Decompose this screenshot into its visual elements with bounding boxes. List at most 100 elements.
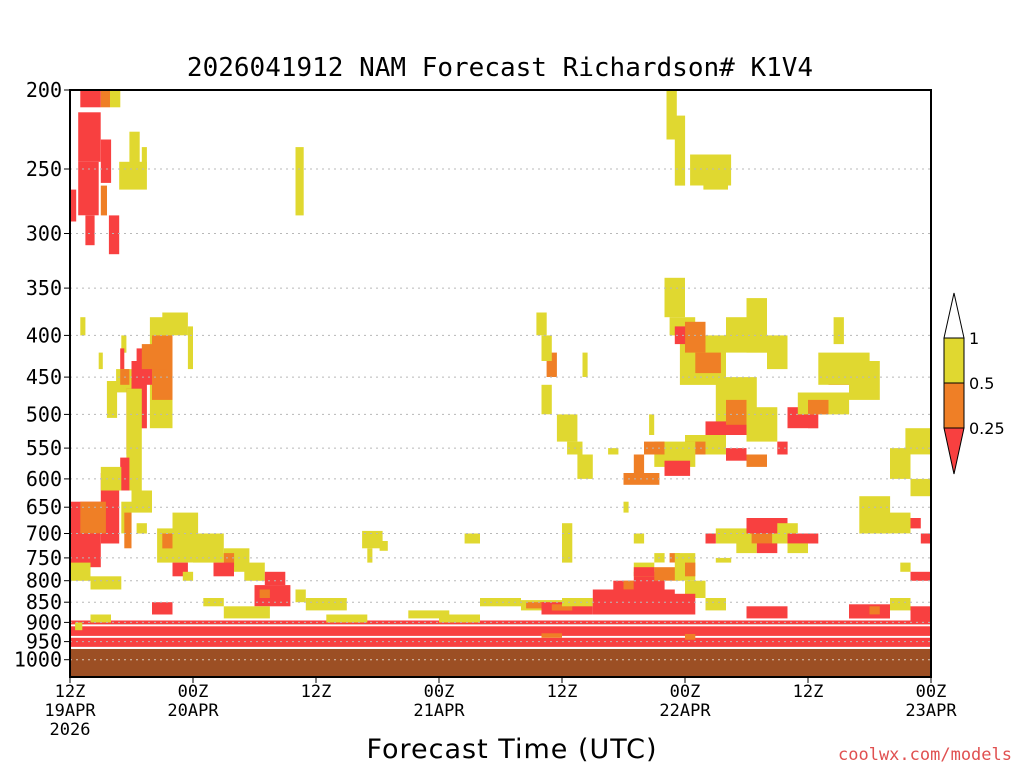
y-tick-label-950: 950 [26,630,62,654]
x-tick-label-3: 00Z [424,682,455,702]
region-mid-72 [623,580,634,590]
region-high-62 [223,606,270,619]
region-mid-1 [100,90,110,108]
region-high-106 [541,384,552,415]
y-tick-label-500: 500 [26,402,62,426]
legend-top-arrow [943,292,965,339]
region-high-105 [577,454,593,479]
region-high-86 [890,598,911,611]
y-tick-label-350: 350 [26,276,62,300]
region-low-152 [910,518,921,529]
region-mid-38 [80,501,106,534]
region-high-27 [187,326,193,370]
region-mid-41 [124,512,132,549]
y-tick-label-300: 300 [26,222,62,246]
y-tick-label-550: 550 [26,436,62,460]
region-high-60 [295,589,306,603]
region-mid-135 [644,473,660,485]
y-tick-label-900: 900 [26,610,62,634]
region-low-128 [726,424,747,435]
region-low-54 [264,571,286,586]
region-high-53 [244,562,265,581]
ground-layer [70,646,931,677]
region-low-63 [152,602,173,615]
y-tick-label-850: 850 [26,590,62,614]
region-high-69 [562,598,593,607]
region-low-167 [910,571,931,581]
legend-label-0-25: 0.25 [969,419,1005,438]
region-high-102 [464,533,480,544]
region-high-93 [439,614,480,623]
ground-fill [70,648,931,677]
region-high-96 [562,523,573,563]
region-high-17 [703,171,728,190]
x-tick-label-5: 00Z [670,682,701,702]
region-high-39 [100,466,122,491]
region-high-20 [121,335,127,353]
x-tick-label-2: 12Z [301,682,332,702]
region-high-123 [767,335,788,370]
region-high-2 [110,90,121,108]
region-low-6 [100,139,112,183]
region-high-110 [582,352,588,377]
x-tick-label-7: 00Z [916,682,947,702]
region-mid-51 [223,553,235,568]
region-low-35 [120,457,130,491]
legend-label-1: 1 [969,329,979,348]
region-low-164 [633,567,655,577]
region-high-146 [833,317,844,345]
region-mid-163 [623,473,644,485]
plot-area [69,89,932,678]
region-mid-132 [644,441,665,455]
region-low-81 [664,593,696,615]
region-high-108 [536,312,547,336]
region-high-14 [666,90,677,140]
region-high-115 [664,277,685,318]
region-high-99 [362,530,383,549]
region-high-24 [106,381,118,418]
region-mid-7 [100,185,107,216]
region-mid-58 [259,589,270,598]
region-mid-68 [551,604,573,611]
y-tick-label-450: 450 [26,365,62,389]
region-high-56 [90,576,122,590]
x-axis-label: Forecast Time (UTC) [366,734,657,765]
legend-label-0-5: 0.5 [969,374,994,393]
region-high-150 [859,496,891,534]
region-high-80 [685,580,706,598]
chart-title: 2026041912 NAM Forecast Richardson# K1V4 [187,53,813,83]
region-high-111 [608,448,619,455]
credit-text: coolwx.com/models [838,745,1012,765]
legend-swatch-mid [943,382,965,429]
region-high-126 [746,407,778,442]
region-low-139 [777,441,788,455]
region-low-89 [70,626,931,636]
region-mid-119 [695,352,721,374]
region-mid-137 [746,454,767,467]
region-high-113 [633,533,645,544]
region-high-19 [98,352,103,370]
region-low-4 [78,161,99,216]
region-high-122 [746,298,767,353]
x-tick-label-0: 12Z [55,682,86,702]
region-high-112 [623,501,629,513]
region-low-120 [674,326,686,345]
region-high-162 [715,557,732,563]
y-tick-label-650: 650 [26,495,62,519]
region-low-159 [705,533,716,544]
region-low-5 [85,215,95,246]
region-high-151 [890,512,911,534]
region-high-15 [674,115,686,186]
region-low-21 [120,348,125,378]
x-tick-date-7: 23APR [905,701,957,721]
region-mid-85 [869,606,880,615]
region-mid-33 [157,344,168,370]
y-tick-label-400: 400 [26,323,62,347]
region-high-91 [90,614,111,623]
region-high-48 [182,571,194,581]
region-mid-92 [541,633,562,638]
region-mid-32 [141,344,158,370]
region-high-26 [162,312,188,336]
region-high-160 [787,543,808,554]
